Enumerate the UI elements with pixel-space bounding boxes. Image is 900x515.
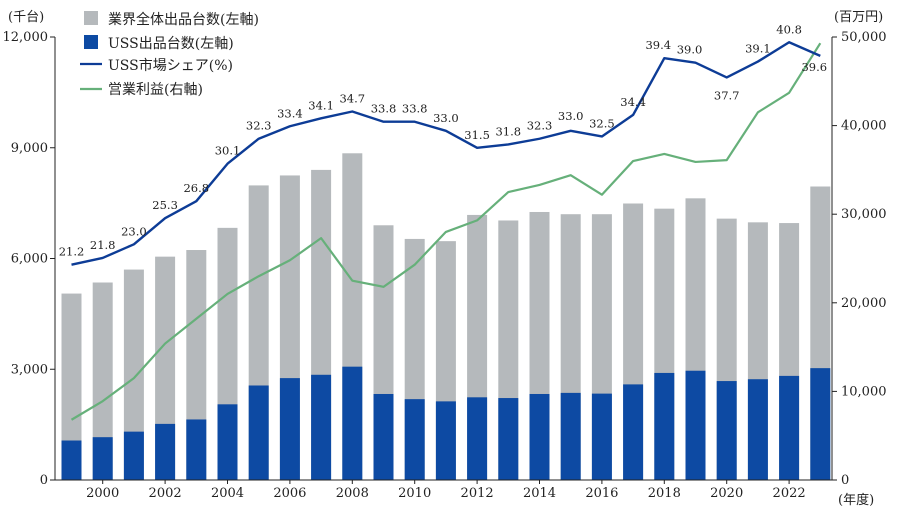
share-label-2010: 33.8 — [402, 102, 428, 116]
bar-uss-2010 — [404, 399, 425, 480]
bar-uss-2020 — [716, 381, 737, 480]
share-label-2009: 33.8 — [371, 102, 397, 116]
line-uss-share — [71, 41, 821, 266]
x-tick-label: 2006 — [273, 486, 306, 501]
bar-industry-1999 — [61, 293, 82, 480]
bar-uss-2022 — [779, 375, 800, 480]
bar-uss-2005 — [248, 385, 269, 480]
x-tick-label: 2016 — [585, 486, 618, 501]
bar-uss-2012 — [467, 397, 488, 480]
bar-uss-2007 — [311, 374, 332, 480]
share-label-2005: 32.3 — [246, 119, 272, 133]
bar-uss-2011 — [435, 401, 456, 480]
x-tick-label: 2002 — [149, 486, 182, 501]
legend-swatch-industry — [84, 11, 98, 25]
left-tick-label: 3,000 — [11, 362, 48, 377]
right-tick-label: 30,000 — [841, 207, 887, 222]
share-label-2021: 39.1 — [745, 42, 771, 56]
bar-uss-2021 — [747, 379, 768, 480]
bar-uss-2003 — [186, 419, 207, 480]
x-tick-label: 2010 — [398, 486, 431, 501]
share-label-2002: 25.3 — [152, 198, 178, 212]
share-label-2013: 31.8 — [495, 124, 521, 138]
legend-label-operating-profit: 営業利益(右軸) — [108, 82, 203, 98]
share-label-2019: 39.0 — [677, 43, 703, 57]
right-tick-label: 40,000 — [841, 119, 887, 134]
share-label-2004: 30.1 — [215, 144, 241, 158]
share-label-2018: 39.4 — [645, 38, 671, 52]
share-label-2012: 31.5 — [464, 128, 490, 142]
bars — [61, 153, 831, 481]
axes: 0 3,000 6,000 9,000 12,000 0 10,000 20,000 30,00… — [3, 30, 887, 501]
x-tick-label: 2014 — [523, 486, 556, 501]
share-label-2011: 33.0 — [433, 111, 459, 125]
share-label-2017: 34.4 — [620, 95, 646, 109]
legend: 業界全体出品台数(左軸) USS出品台数(左軸) USS市場シェア(%) 営業利… — [80, 11, 259, 98]
bar-uss-2004 — [217, 404, 238, 480]
share-label-2003: 26.8 — [183, 181, 209, 195]
left-axis-unit: (千台) — [8, 10, 44, 25]
bar-uss-2017 — [623, 384, 644, 480]
x-tick-label: 2022 — [773, 486, 806, 501]
left-tick-label: 12,000 — [3, 30, 49, 45]
bar-uss-2001 — [123, 431, 144, 480]
lines — [70, 41, 822, 421]
x-tick-label: 2004 — [211, 486, 244, 501]
bar-uss-2006 — [279, 378, 300, 480]
share-label-2000: 21.8 — [90, 238, 116, 252]
x-tick-label: 2000 — [86, 486, 119, 501]
data-labels: 21.2 21.8 23.0 25.3 26.8 30.1 32.3 33.4 34.1 34.7… — [59, 22, 827, 258]
share-label-2001: 23.0 — [121, 224, 147, 238]
left-tick-label: 9,000 — [11, 141, 48, 156]
line-operating-profit — [70, 42, 822, 421]
bar-uss-2015 — [560, 392, 581, 480]
legend-label-uss-units: USS出品台数(左軸) — [108, 36, 234, 52]
bar-uss-1999 — [61, 440, 82, 480]
right-tick-label: 50,000 — [841, 30, 887, 45]
x-tick-label: 2008 — [336, 486, 369, 501]
share-label-1999: 21.2 — [59, 245, 85, 259]
bar-uss-2016 — [591, 393, 612, 480]
x-tick-label: 2018 — [648, 486, 681, 501]
bar-uss-2000 — [92, 437, 113, 480]
right-axis-unit: (百万円) — [834, 10, 883, 25]
left-tick-label: 0 — [40, 473, 48, 488]
bar-industry-2000 — [92, 282, 113, 480]
legend-label-uss-share: USS市場シェア(%) — [108, 57, 233, 74]
right-tick-label: 10,000 — [841, 384, 887, 399]
legend-swatch-uss-units — [84, 35, 98, 49]
share-label-2014: 32.3 — [527, 119, 553, 133]
x-tick-label: 2020 — [710, 486, 743, 501]
bar-uss-2018 — [654, 372, 675, 480]
legend-label-industry: 業界全体出品台数(左軸) — [108, 11, 259, 28]
share-label-2023: 39.6 — [801, 60, 827, 74]
bar-uss-2014 — [529, 393, 550, 480]
share-label-2007: 34.1 — [308, 98, 334, 112]
share-label-2020: 37.7 — [714, 88, 740, 102]
share-label-2008: 34.7 — [339, 92, 365, 106]
x-tick-label: 2012 — [461, 486, 494, 501]
left-tick-label: 6,000 — [11, 252, 48, 267]
bar-uss-2019 — [685, 370, 706, 480]
share-label-2015: 33.0 — [558, 109, 584, 123]
share-label-2006: 33.4 — [277, 106, 303, 120]
bar-uss-2009 — [373, 393, 394, 480]
bar-industry-2001 — [123, 269, 144, 480]
right-tick-label: 20,000 — [841, 296, 887, 311]
share-label-2022: 40.8 — [776, 22, 802, 36]
share-label-2016: 32.5 — [589, 116, 615, 130]
right-tick-label: 0 — [841, 473, 849, 488]
x-axis-unit: (年度) — [838, 492, 874, 508]
bar-uss-2023 — [810, 368, 831, 480]
bar-uss-2002 — [155, 423, 176, 480]
bar-uss-2013 — [498, 398, 519, 480]
bar-uss-2008 — [342, 366, 363, 480]
